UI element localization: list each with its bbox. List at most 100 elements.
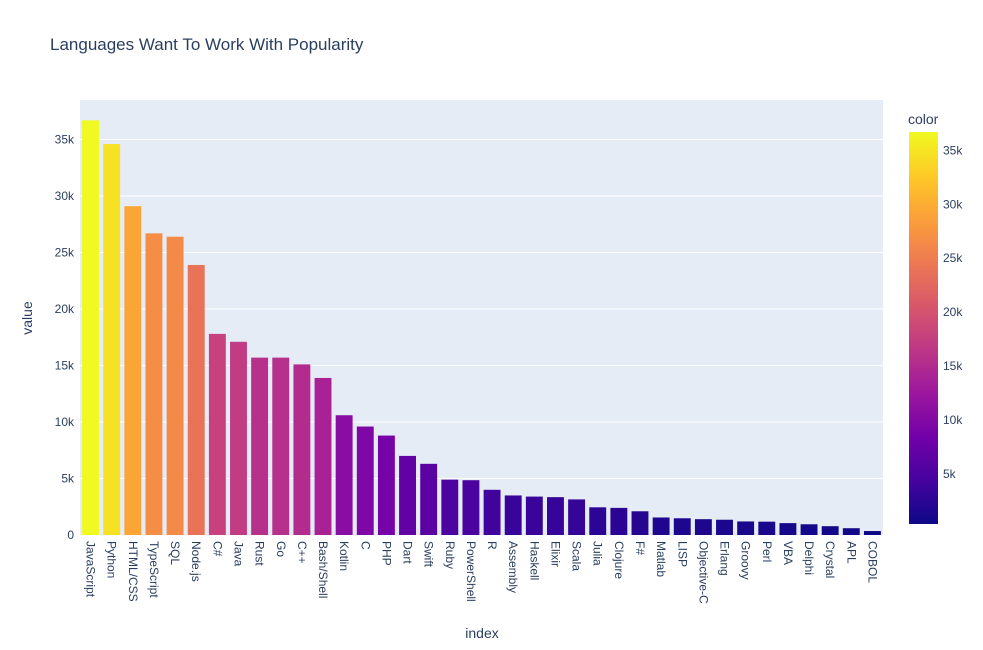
y-tick-label: 20k: [55, 302, 75, 316]
bar: [441, 479, 459, 535]
x-tick-label: Delphi: [802, 541, 816, 575]
colorbar-tick-label: 5k: [943, 467, 957, 481]
colorbar-tick-label: 20k: [943, 305, 963, 319]
y-tick-label: 15k: [55, 359, 75, 373]
y-tick-label: 10k: [55, 415, 75, 429]
bar: [673, 518, 691, 535]
bar: [166, 236, 184, 535]
bar: [863, 531, 881, 535]
x-tick-label: C#: [210, 541, 224, 557]
x-tick-label: VBA: [781, 541, 795, 565]
bar: [335, 415, 353, 535]
x-tick-label: Kotlin: [337, 541, 351, 571]
y-tick-label: 30k: [55, 189, 75, 203]
x-tick-label: HTML/CSS: [126, 541, 140, 602]
x-tick-label: Groovy: [739, 541, 753, 580]
colorbar-title: color: [908, 111, 939, 127]
x-tick-label: C: [358, 541, 372, 550]
bar: [293, 364, 311, 535]
x-tick-label: Scala: [570, 541, 584, 571]
x-tick-label: R: [485, 541, 499, 550]
y-tick-label: 0: [67, 528, 74, 542]
bar: [504, 495, 522, 535]
x-tick-label: Assembly: [506, 541, 520, 593]
y-tick-label: 35k: [55, 133, 75, 147]
bar: [208, 333, 226, 535]
x-tick-label: Elixir: [548, 541, 562, 567]
x-tick-label: JavaScript: [84, 541, 98, 598]
bar: [462, 480, 480, 535]
bar: [82, 120, 100, 536]
x-axis-ticks: JavaScript Python HTML/CSS TypeScript SQL Nod…: [84, 541, 880, 604]
bar: [103, 144, 121, 535]
bar: [356, 426, 374, 535]
bar: [483, 489, 501, 535]
x-tick-label: LISP: [675, 541, 689, 567]
x-tick-label: Rust: [253, 541, 267, 566]
bar: [779, 523, 797, 535]
bar: [124, 206, 142, 535]
colorbar-tick-label: 25k: [943, 251, 963, 265]
colorbar-gradient: [909, 132, 938, 524]
bar: [525, 496, 543, 535]
x-tick-label: Objective-C: [696, 541, 710, 604]
x-tick-label: SQL: [168, 541, 182, 565]
bar: [652, 517, 670, 535]
x-axis-title: index: [465, 625, 498, 641]
bar: [821, 526, 839, 535]
x-tick-label: Swift: [422, 541, 436, 568]
colorbar-tick-label: 15k: [943, 359, 963, 373]
y-tick-label: 5k: [61, 472, 75, 486]
x-tick-label: APL: [844, 541, 858, 564]
x-tick-label: Julia: [591, 541, 605, 566]
colorbar: color 5k 10k 15k 20k 25k 30k 35k: [908, 111, 963, 524]
bar: [399, 455, 416, 535]
bar: [568, 499, 586, 535]
x-tick-label: Erlang: [718, 541, 732, 576]
bar: [737, 521, 755, 535]
colorbar-tick-label: 30k: [943, 197, 963, 211]
bar: [631, 511, 649, 535]
colorbar-tick-label: 10k: [943, 413, 963, 427]
chart-title: Languages Want To Work With Popularity: [50, 35, 364, 54]
y-axis-title: value: [19, 301, 35, 335]
x-tick-label: Java: [231, 541, 245, 567]
x-tick-label: PHP: [379, 541, 393, 566]
bar: [230, 341, 247, 535]
x-tick-label: Ruby: [443, 541, 457, 569]
y-axis-ticks: 0 5k 10k 15k 20k 25k 30k 35k: [55, 133, 75, 542]
x-tick-label: TypeScript: [147, 541, 161, 598]
x-tick-label: Go: [274, 541, 288, 557]
x-tick-label: Perl: [760, 541, 774, 562]
bar: [547, 497, 564, 535]
bar: [610, 507, 628, 535]
bars: [82, 120, 881, 536]
x-tick-label: Bash/Shell: [316, 541, 330, 598]
bar: [758, 521, 776, 535]
bar: [842, 528, 860, 535]
x-tick-label: C++: [295, 541, 309, 564]
bar: [694, 519, 712, 535]
bar: [420, 463, 438, 535]
bar: [251, 357, 269, 535]
x-tick-label: Python: [105, 541, 119, 578]
x-tick-label: Clojure: [612, 541, 626, 579]
bar: [314, 377, 332, 535]
x-tick-label: Crystal: [823, 541, 837, 578]
x-tick-label: COBOL: [865, 541, 879, 583]
x-tick-label: PowerShell: [464, 541, 478, 602]
x-tick-label: Haskell: [527, 541, 541, 580]
x-tick-label: F#: [633, 541, 647, 555]
x-tick-label: Node.js: [189, 541, 203, 582]
bar: [377, 435, 395, 535]
colorbar-ticks: 5k 10k 15k 20k 25k 30k 35k: [943, 143, 963, 481]
y-tick-label: 25k: [55, 246, 75, 260]
x-tick-label: Dart: [401, 541, 415, 564]
bar: [145, 233, 163, 535]
bar: [272, 357, 290, 535]
bar: [589, 507, 607, 535]
bar: [187, 264, 205, 535]
bar: [800, 524, 818, 535]
bar: [716, 519, 733, 535]
